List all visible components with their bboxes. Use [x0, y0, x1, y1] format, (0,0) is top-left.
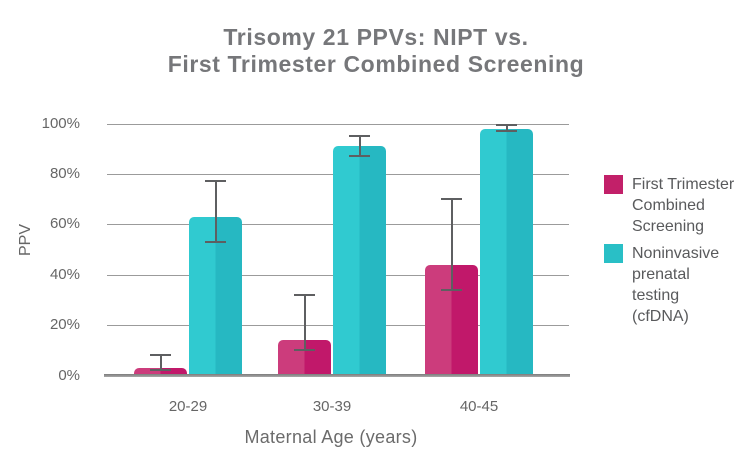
bar: [480, 128, 533, 376]
bar: [134, 367, 187, 376]
y-tick-label: 80%: [49, 164, 80, 182]
error-bar: [358, 136, 361, 157]
error-bar-cap-top: [294, 293, 315, 296]
error-bar-cap-bottom: [294, 349, 315, 352]
error-bar-cap-bottom: [205, 240, 226, 243]
error-bar: [159, 355, 162, 371]
x-axis-label: Maternal Age (years): [244, 427, 418, 447]
x-axis-line: [104, 374, 570, 377]
legend-swatch-nipt: [604, 244, 623, 263]
x-tick-label: 40-45: [459, 398, 499, 415]
chart-title: Trisomy 21 PPVs: NIPT vs. First Trimeste…: [16, 24, 736, 78]
error-bar-cap-top: [441, 198, 462, 201]
error-bar-cap-bottom: [150, 369, 171, 372]
y-tick-label: 100%: [41, 114, 80, 132]
gridline: [107, 123, 569, 125]
chart-title-line-2: First Trimester Combined Screening: [167, 51, 585, 77]
legend: First Trimester Combined Screening Nonin…: [604, 174, 736, 327]
bar: [189, 216, 242, 376]
legend-item-fts: First Trimester Combined Screening: [604, 174, 736, 237]
bar: [333, 146, 386, 376]
legend-label-nipt: Noninvasive prenatal testing (cfDNA): [632, 245, 720, 325]
legend-label-fts: First Trimester Combined Screening: [632, 176, 735, 235]
error-bar-cap-bottom: [496, 130, 517, 133]
error-bar: [450, 199, 453, 290]
error-bar-cap-top: [150, 354, 171, 357]
error-bar: [214, 181, 217, 242]
y-tick-label: 20%: [49, 316, 80, 334]
chart-title-line-1: Trisomy 21 PPVs: NIPT vs.: [223, 24, 529, 50]
error-bar: [505, 124, 508, 132]
y-tick-label: 60%: [49, 215, 80, 233]
error-bar: [303, 294, 306, 351]
legend-swatch-fts: [604, 175, 623, 194]
error-bar-cap-top: [349, 135, 370, 138]
x-tick-label: 20-29: [168, 398, 208, 415]
y-tick-label: 40%: [49, 265, 80, 283]
error-bar-cap-top: [205, 180, 226, 183]
x-tick-label: 30-39: [312, 398, 352, 415]
legend-item-nipt: Noninvasive prenatal testing (cfDNA): [604, 243, 736, 327]
error-bar-cap-top: [496, 123, 517, 126]
error-bar-cap-bottom: [349, 155, 370, 158]
y-tick-label: 0%: [58, 366, 80, 384]
error-bar-cap-bottom: [441, 288, 462, 291]
